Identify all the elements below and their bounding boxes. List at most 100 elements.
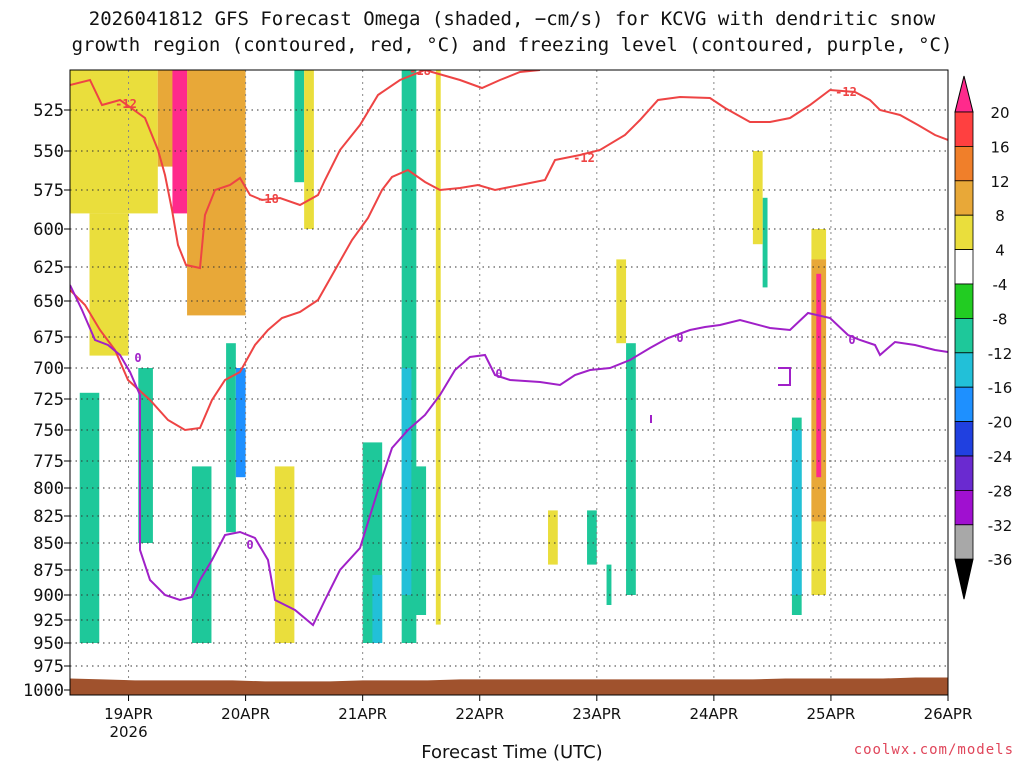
freezing-contour-label: 0 [495, 367, 502, 381]
colorbar-segment [954, 111, 974, 147]
omega-cell [226, 343, 236, 533]
omega-cell [401, 368, 412, 595]
omega-cell [294, 70, 305, 183]
contour-lines: -12 -18 -18 -12 -12 0 0 0 0 0 [70, 64, 948, 627]
colorbar-segment [954, 249, 974, 285]
omega-cell [187, 70, 246, 316]
y-tick-label: 900 [33, 586, 64, 606]
omega-cell [411, 466, 427, 615]
colorbar-segment [954, 145, 974, 182]
omega-cell [626, 343, 636, 595]
freezing-contour-line [778, 367, 791, 386]
y-tick-label: 675 [33, 328, 64, 348]
omega-cell [752, 151, 763, 245]
colorbar-segment [954, 489, 974, 526]
y-tick-label: 975 [33, 657, 64, 677]
colorbar-segment [954, 214, 974, 250]
colorbar-label: 16 [990, 138, 1009, 156]
plot-area: -12 -18 -18 -12 -12 0 0 0 0 0 [69, 64, 949, 696]
freezing-contour-label: 0 [246, 538, 253, 552]
freezing-contour-line [70, 284, 948, 627]
y-axis-ticks: 525 550 575 600 625 650 675 700 725 750 775 800 825 8… [23, 101, 70, 701]
colorbar-label: -36 [988, 551, 1013, 569]
dgz-contour-label: -12 [573, 151, 595, 165]
omega-cell [816, 273, 822, 478]
y-tick-label: 725 [33, 390, 64, 410]
y-tick-label: 875 [33, 561, 64, 581]
x-tick-label: 20APR [221, 705, 270, 723]
x-axis-label: Forecast Time (UTC) [421, 742, 603, 763]
omega-cell [606, 564, 612, 605]
colorbar-arrow-top [954, 75, 974, 113]
y-tick-label: 575 [33, 181, 64, 201]
colorbar-label: -16 [988, 379, 1013, 397]
omega-cell [191, 466, 212, 643]
y-tick-label: 925 [33, 611, 64, 631]
omega-cell [762, 197, 768, 288]
colorbar-label: -20 [988, 414, 1013, 432]
dgz-contour-label: -18 [409, 64, 431, 78]
colorbar-label: -32 [988, 517, 1013, 535]
colorbar-segment [954, 524, 974, 560]
colorbar-label: -4 [993, 276, 1008, 294]
y-tick-label: 950 [33, 634, 64, 654]
y-tick-label: 625 [33, 258, 64, 278]
omega-cell [138, 368, 153, 543]
dgz-contour-line [70, 88, 948, 432]
colorbar-segment [954, 455, 974, 491]
omega-cell [587, 510, 597, 565]
y-tick-label: 850 [33, 534, 64, 554]
y-tick-label: 700 [33, 359, 64, 379]
y-tick-label: 550 [33, 142, 64, 162]
chart-title-line-1: 2026041812 GFS Forecast Omega (shaded, −… [88, 8, 936, 30]
omega-cell [79, 392, 100, 643]
x-tick-label: 24APR [689, 705, 738, 723]
credit-text: coolwx.com/models [853, 742, 1014, 758]
terrain-fill [70, 677, 948, 695]
y-tick-label: 800 [33, 479, 64, 499]
dgz-contour-label: -12 [115, 97, 137, 111]
omega-cell [304, 70, 314, 229]
colorbar-label: -28 [988, 482, 1013, 500]
colorbar-segment [954, 283, 974, 319]
omega-cell [172, 70, 188, 214]
colorbar-label: -12 [988, 345, 1013, 363]
plot-border [69, 69, 949, 696]
colorbar-arrow-bottom [954, 558, 974, 600]
freezing-contour-label: 0 [134, 351, 141, 365]
omega-cell [791, 430, 802, 595]
colorbar-segment [954, 386, 974, 423]
y-tick-label: 750 [33, 421, 64, 441]
colorbar-segment [954, 352, 974, 388]
omega-cell [70, 70, 158, 214]
y-tick-label: 1000 [23, 681, 64, 701]
freezing-contour-label: 0 [848, 333, 855, 347]
x-tick-sublabel: 2026 [109, 723, 147, 741]
y-tick-label: 600 [33, 220, 64, 240]
omega-cell [274, 466, 295, 643]
dgz-contour-label: -12 [835, 85, 857, 99]
omega-cell [435, 70, 441, 625]
dgz-contour-line [70, 70, 541, 270]
x-tick-label: 23APR [572, 705, 621, 723]
colorbar-label: 4 [995, 242, 1005, 260]
colorbar-segment [954, 180, 974, 216]
colorbar: 20 16 12 8 4 -4 -8 -12 -16 -20 -24 -28 -32 -36 [954, 75, 1013, 600]
chart-title-line-2: growth region (contoured, red, °C) and f… [71, 34, 953, 56]
colorbar-label: -24 [988, 448, 1013, 466]
omega-cell [372, 575, 383, 643]
colorbar-label: -8 [993, 310, 1008, 328]
x-tick-label: 26APR [924, 705, 973, 723]
x-tick-label: 21APR [338, 705, 387, 723]
omega-cell [548, 510, 558, 565]
x-tick-label: 22APR [455, 705, 504, 723]
omega-cell [235, 368, 246, 478]
omega-shading [70, 70, 827, 643]
omega-cell [89, 213, 129, 356]
y-tick-label: 650 [33, 292, 64, 312]
y-tick-label: 775 [33, 452, 64, 472]
x-tick-label: 25APR [807, 705, 856, 723]
freezing-contour-label: 0 [676, 331, 683, 345]
colorbar-segment [954, 317, 974, 354]
